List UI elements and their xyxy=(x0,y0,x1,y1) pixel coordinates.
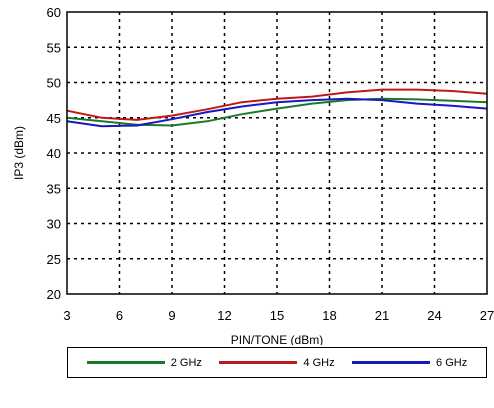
legend-swatch-6ghz xyxy=(352,361,431,364)
ip3-chart: 3 6 9 12 15 18 21 24 27 20 25 30 35 40 45 50 55 60 PIN/TO… xyxy=(12,5,494,345)
x-tick-label: 27 xyxy=(480,308,494,323)
y-tick-label: 45 xyxy=(47,111,61,126)
y-tick-label: 55 xyxy=(47,40,61,55)
plot-frame xyxy=(66,11,488,295)
legend-label-4ghz: 4 GHz xyxy=(303,356,335,369)
legend-item-2ghz: 2 GHz xyxy=(86,356,202,369)
legend: 2 GHz 4 GHz 6 GHz xyxy=(67,347,487,378)
y-tick-label: 40 xyxy=(47,146,61,161)
y-axis-label: IP3 (dBm) xyxy=(12,126,26,180)
grid-lines xyxy=(67,12,487,294)
x-tick-label: 3 xyxy=(63,308,70,323)
y-tick-label: 35 xyxy=(47,181,61,196)
legend-label-6ghz: 6 GHz xyxy=(436,356,468,369)
y-tick-label: 60 xyxy=(47,5,61,20)
x-tick-label: 18 xyxy=(322,308,336,323)
legend-label-2ghz: 2 GHz xyxy=(170,356,202,369)
y-tick-label: 50 xyxy=(47,76,61,91)
y-tick-label: 30 xyxy=(47,217,61,232)
x-tick-label: 6 xyxy=(116,308,123,323)
x-tick-label: 15 xyxy=(270,308,284,323)
series-line-6-ghz xyxy=(66,97,488,128)
x-tick-label: 24 xyxy=(427,308,441,323)
legend-swatch-4ghz xyxy=(219,361,298,364)
y-tick-label: 25 xyxy=(47,252,61,267)
legend-item-4ghz: 4 GHz xyxy=(219,356,335,369)
x-tick-label: 12 xyxy=(217,308,231,323)
x-axis-label: PIN/TONE (dBm) xyxy=(231,333,323,345)
series-lines xyxy=(66,88,488,128)
x-tick-label: 9 xyxy=(168,308,175,323)
y-tick-label: 20 xyxy=(47,287,61,302)
series-line-4-ghz xyxy=(66,88,488,121)
legend-swatch-2ghz xyxy=(86,361,165,364)
legend-item-6ghz: 6 GHz xyxy=(352,357,467,369)
tick-labels: 3 6 9 12 15 18 21 24 27 20 25 30 35 40 45 50 55 60 xyxy=(47,5,494,323)
x-tick-label: 21 xyxy=(375,308,389,323)
